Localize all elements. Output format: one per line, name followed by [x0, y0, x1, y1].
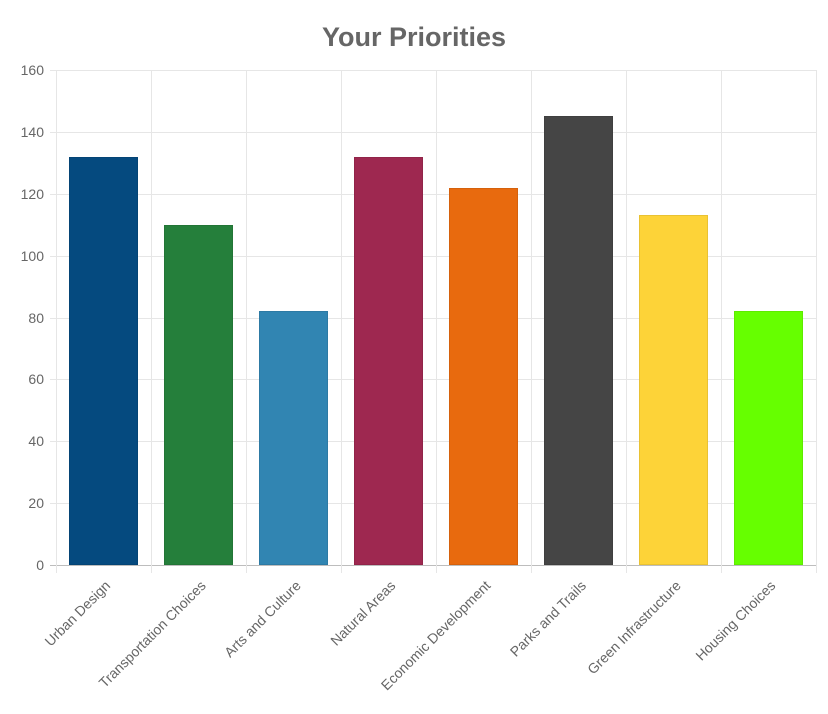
bar-housing-choices[interactable]	[734, 311, 803, 565]
bar-green-infrastructure[interactable]	[639, 215, 708, 565]
bar-natural-areas[interactable]	[354, 156, 423, 565]
x-tick-label: Arts and Culture	[220, 577, 304, 661]
gridline-x	[626, 70, 627, 573]
gridline-y	[50, 441, 816, 443]
bar-arts-and-culture[interactable]	[259, 311, 328, 565]
x-tick-label: Green Infrastructure	[583, 577, 684, 678]
x-tick-label: Natural Areas	[326, 577, 398, 649]
y-tick-label: 120	[20, 185, 44, 202]
gridline-x	[151, 70, 152, 573]
gridline-y	[50, 131, 816, 133]
gridline-x	[721, 70, 722, 573]
gridline-y	[50, 317, 816, 319]
gridline-y	[50, 70, 816, 71]
plot-area	[50, 70, 817, 573]
y-tick-label: 20	[28, 495, 44, 512]
gridline-y	[50, 193, 816, 195]
y-tick-label: 140	[20, 123, 44, 140]
x-tick-label: Housing Choices	[691, 577, 779, 664]
y-tick-label: 40	[28, 433, 44, 450]
gridline-x	[341, 70, 342, 573]
gridline-x	[531, 70, 532, 573]
y-tick-label: 160	[20, 62, 44, 78]
y-tick-label: 60	[28, 371, 44, 388]
y-tick-label: 80	[28, 309, 44, 326]
x-tick-label: Parks and Trails	[506, 577, 589, 660]
bar-economic-development[interactable]	[449, 187, 518, 565]
gridline-y	[50, 379, 816, 381]
gridline-x	[436, 70, 437, 573]
gridline-y	[50, 503, 816, 505]
y-tick-label: 100	[20, 247, 44, 264]
x-tick-label: Transportation Choices	[95, 577, 209, 691]
x-tick-label: Urban Design	[40, 577, 113, 650]
gridline-y	[50, 565, 816, 566]
gridline-x	[246, 70, 247, 573]
y-tick-label: 0	[36, 557, 44, 573]
gridline-y	[50, 255, 816, 257]
bar-parks-and-trails[interactable]	[544, 116, 613, 565]
chart-title: Your Priorities	[321, 22, 507, 52]
bar-transportation-choices[interactable]	[164, 224, 233, 565]
bar-urban-design[interactable]	[69, 156, 138, 565]
gridline-x	[56, 70, 57, 573]
x-tick-label: Economic Development	[377, 577, 494, 694]
gridline-x	[816, 70, 817, 573]
